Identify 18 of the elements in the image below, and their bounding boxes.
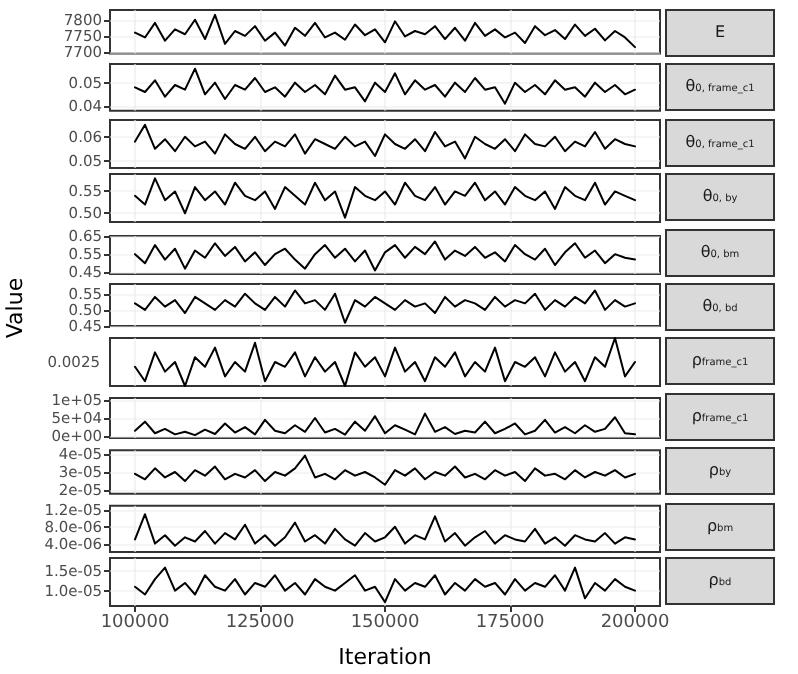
line-series xyxy=(134,123,636,159)
x-tick-label: 100000 xyxy=(100,613,170,633)
line-series xyxy=(134,412,636,436)
line-series xyxy=(134,512,636,546)
y-axis-title: Value xyxy=(0,275,30,343)
line-series xyxy=(134,566,636,604)
x-tick-label: 150000 xyxy=(350,613,420,633)
line-series xyxy=(134,68,636,106)
y2-axis-title: E xyxy=(714,23,726,41)
x-tick-label: 175000 xyxy=(475,613,545,633)
line-series xyxy=(134,177,636,220)
x-tick-label: 200000 xyxy=(600,613,670,633)
line-series xyxy=(134,239,636,271)
x-tick-label: 125000 xyxy=(225,613,295,633)
x-axis-title: Iteration xyxy=(338,644,432,670)
line-series xyxy=(134,455,636,487)
line-series xyxy=(134,13,636,49)
line-series xyxy=(134,289,636,324)
